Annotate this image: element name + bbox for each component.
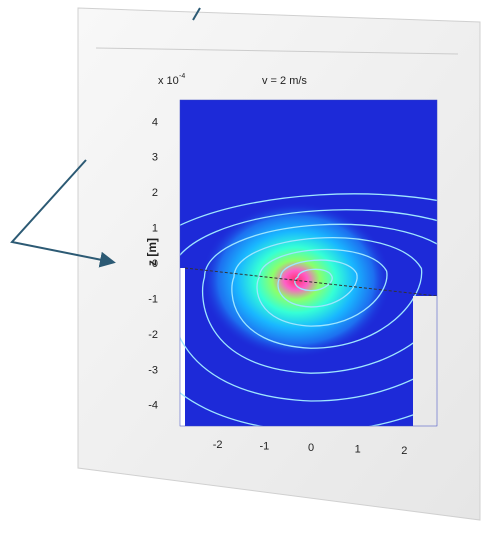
y-multiplier-exponent: -4 <box>179 73 185 80</box>
contour-lines <box>180 193 437 426</box>
contour-line <box>202 223 437 374</box>
y-tick-label: 3 <box>152 152 158 164</box>
y-multiplier: x 10 <box>158 75 179 87</box>
heatmap-plot <box>180 100 437 426</box>
contour-line <box>277 259 358 308</box>
y-axis-label: z [m] <box>145 238 159 266</box>
surface-line <box>184 267 437 297</box>
chart-title: v = 2 m/s <box>262 75 307 87</box>
x-tick-label: 1 <box>355 444 361 456</box>
arrow-pointer-icon <box>10 7 201 268</box>
plot-border <box>179 99 438 427</box>
x-tick-label: 2 <box>401 445 407 457</box>
contour-line <box>180 193 437 426</box>
x-tick-label: -1 <box>259 441 269 453</box>
y-tick-label: 0 <box>152 258 158 270</box>
y-tick-label: 1 <box>152 223 158 235</box>
y-tick-label: -4 <box>148 400 158 412</box>
x-tick-label: 0 <box>308 442 314 454</box>
y-tick-label: 2 <box>152 187 158 199</box>
x-tick-label: -2 <box>213 439 223 451</box>
y-tick-label: 4 <box>152 116 158 128</box>
y-tick-label: -2 <box>148 329 158 341</box>
contour-line <box>294 268 333 292</box>
contour-line <box>256 248 388 327</box>
x-tick-labels: -2 -1 0 1 2 <box>213 439 408 457</box>
y-tick-labels: 4 3 2 1 0 -1 -2 -3 -4 <box>148 116 158 411</box>
y-tick-label: -1 <box>148 293 158 305</box>
contour-line <box>231 237 423 349</box>
contour-line <box>180 209 437 402</box>
y-tick-label: -3 <box>148 364 158 376</box>
plot-notch <box>180 268 185 426</box>
